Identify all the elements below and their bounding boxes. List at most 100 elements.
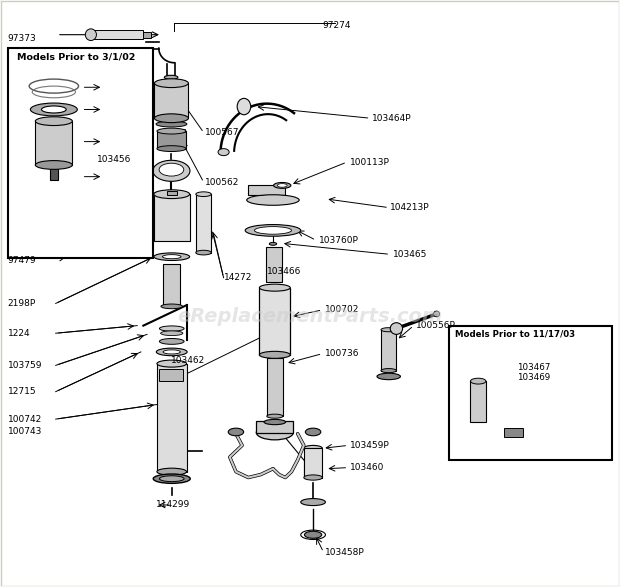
- Ellipse shape: [304, 446, 322, 451]
- Text: 97479: 97479: [7, 257, 36, 265]
- Text: 100562: 100562: [205, 178, 239, 187]
- Ellipse shape: [157, 360, 187, 367]
- Ellipse shape: [35, 117, 73, 126]
- Bar: [172, 129, 175, 132]
- Ellipse shape: [161, 304, 182, 309]
- Text: Models Prior to 3/1/02: Models Prior to 3/1/02: [17, 52, 135, 62]
- Ellipse shape: [273, 183, 291, 188]
- Ellipse shape: [259, 352, 290, 358]
- Ellipse shape: [30, 103, 78, 116]
- Text: 97274: 97274: [322, 22, 351, 31]
- Bar: [168, 129, 171, 132]
- Ellipse shape: [156, 121, 187, 127]
- Text: 12715: 12715: [7, 387, 36, 396]
- Bar: [259, 288, 290, 355]
- Bar: [182, 129, 185, 132]
- Bar: [154, 194, 190, 241]
- Text: 100742: 100742: [7, 414, 42, 424]
- Text: 103466: 103466: [267, 268, 301, 276]
- Ellipse shape: [377, 373, 401, 380]
- Ellipse shape: [390, 323, 402, 335]
- Ellipse shape: [154, 253, 190, 261]
- Text: 103460: 103460: [350, 463, 384, 472]
- Text: 103467: 103467: [516, 363, 550, 372]
- Ellipse shape: [196, 192, 211, 197]
- Text: 103456: 103456: [97, 154, 131, 164]
- Ellipse shape: [156, 348, 187, 356]
- Ellipse shape: [153, 474, 190, 483]
- Bar: [381, 330, 396, 370]
- Bar: [159, 129, 162, 132]
- Text: 100736: 100736: [326, 349, 360, 358]
- Text: 103469: 103469: [516, 373, 550, 382]
- Ellipse shape: [306, 428, 321, 436]
- Bar: [471, 381, 486, 422]
- Bar: [304, 448, 322, 478]
- Ellipse shape: [277, 184, 287, 187]
- Ellipse shape: [162, 255, 181, 259]
- Text: 103458P: 103458P: [326, 548, 365, 557]
- Ellipse shape: [264, 419, 286, 424]
- Text: Models Prior to 11/17/03: Models Prior to 11/17/03: [455, 330, 575, 339]
- Bar: [248, 185, 285, 195]
- Ellipse shape: [267, 414, 283, 418]
- Text: 100743: 100743: [7, 427, 42, 437]
- Ellipse shape: [153, 160, 190, 181]
- Ellipse shape: [256, 425, 293, 440]
- Bar: [35, 121, 73, 165]
- Text: 14272: 14272: [224, 273, 252, 282]
- Ellipse shape: [163, 350, 180, 354]
- Ellipse shape: [301, 498, 326, 505]
- Text: 1224: 1224: [7, 329, 30, 338]
- Text: 100556P: 100556P: [416, 321, 456, 330]
- Text: 100567: 100567: [205, 129, 239, 137]
- FancyBboxPatch shape: [7, 48, 153, 258]
- Ellipse shape: [42, 106, 66, 113]
- Text: 104213P: 104213P: [390, 203, 430, 212]
- Ellipse shape: [35, 161, 73, 170]
- Ellipse shape: [154, 190, 190, 198]
- Text: 114299: 114299: [156, 501, 190, 510]
- Bar: [505, 428, 523, 437]
- Text: 103760P: 103760P: [319, 236, 359, 245]
- Ellipse shape: [161, 331, 183, 336]
- Bar: [50, 165, 58, 180]
- Ellipse shape: [159, 163, 184, 176]
- Text: 100113P: 100113P: [350, 157, 390, 167]
- Ellipse shape: [259, 284, 290, 291]
- Ellipse shape: [381, 369, 396, 373]
- Ellipse shape: [157, 468, 187, 475]
- Bar: [164, 129, 167, 132]
- Ellipse shape: [304, 531, 322, 538]
- Ellipse shape: [247, 195, 299, 205]
- Ellipse shape: [159, 339, 184, 345]
- Ellipse shape: [237, 99, 250, 114]
- Bar: [196, 194, 211, 252]
- Text: 103464P: 103464P: [372, 114, 411, 123]
- Ellipse shape: [159, 326, 184, 331]
- Bar: [154, 83, 188, 118]
- Bar: [256, 421, 293, 433]
- Ellipse shape: [154, 114, 188, 123]
- Bar: [267, 357, 283, 416]
- Ellipse shape: [196, 250, 211, 255]
- Ellipse shape: [218, 149, 229, 156]
- Ellipse shape: [269, 242, 277, 245]
- Ellipse shape: [164, 75, 178, 79]
- Text: 2198P: 2198P: [7, 299, 36, 308]
- Bar: [265, 247, 281, 282]
- Text: 100702: 100702: [326, 305, 360, 315]
- Ellipse shape: [228, 428, 244, 436]
- Ellipse shape: [154, 79, 188, 87]
- Ellipse shape: [433, 311, 440, 317]
- Bar: [159, 369, 184, 381]
- Bar: [157, 131, 186, 149]
- Bar: [167, 191, 177, 195]
- Text: 103459P: 103459P: [350, 441, 390, 450]
- Bar: [163, 264, 180, 305]
- Text: eReplacementParts.com: eReplacementParts.com: [177, 308, 443, 326]
- Ellipse shape: [245, 225, 301, 236]
- Bar: [143, 32, 151, 38]
- Ellipse shape: [381, 328, 396, 332]
- Ellipse shape: [157, 146, 186, 151]
